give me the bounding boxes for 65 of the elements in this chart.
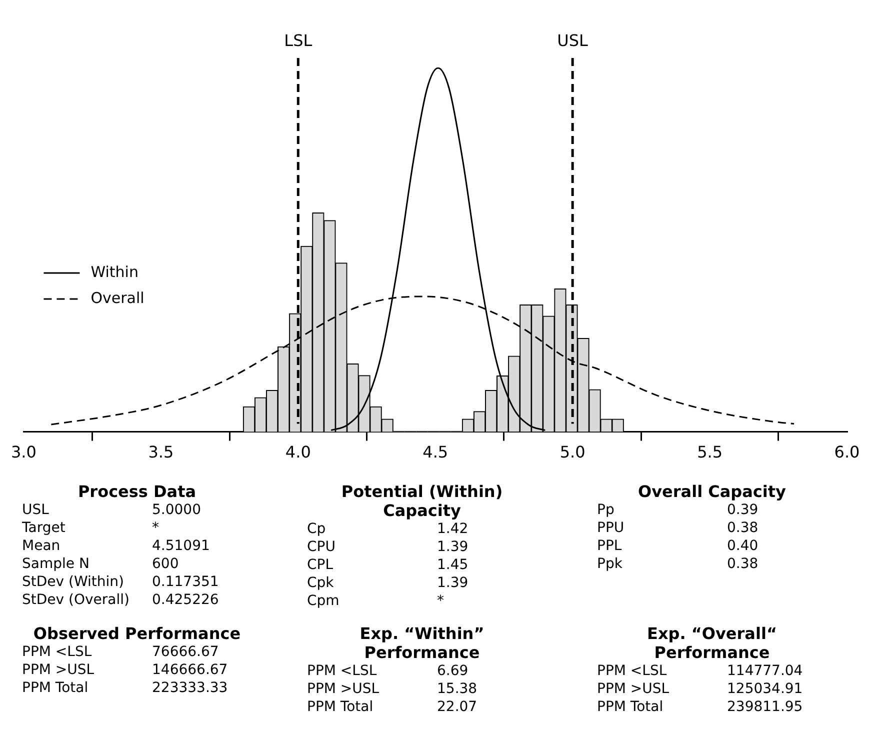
text: Ppk (597, 555, 624, 573)
x-tick-label: 6.0 (834, 442, 860, 462)
text: 114777.04 (727, 662, 804, 680)
text: 239811.95 (727, 698, 804, 716)
text: PPM <LSL (307, 662, 378, 680)
ref-line-label: LSL (284, 31, 312, 50)
text: PPM Total (22, 679, 90, 697)
text: 1.42 (437, 520, 470, 538)
text: Target (22, 519, 66, 537)
ref-line-label: USL (557, 31, 588, 50)
text: Mean (22, 537, 62, 555)
text: 0.38 (727, 519, 760, 537)
text: Exp. “Within” Performance (358, 624, 486, 662)
x-tick-label: 5.0 (560, 442, 586, 462)
text: * (437, 592, 445, 610)
text: StDev (Within) (22, 573, 125, 591)
text: Sample N (22, 555, 90, 573)
text: StDev (Overall) (22, 591, 130, 609)
text: 0.39 (727, 501, 760, 519)
text: Pp (597, 501, 616, 519)
text: PPM >USL (597, 680, 670, 698)
text: 4.51091 (152, 537, 211, 555)
text: Cpk (307, 574, 335, 592)
text: 0.117351 (152, 573, 220, 591)
x-tick-label: 4.0 (285, 442, 311, 462)
text: PPM <LSL (597, 662, 668, 680)
text: 1.39 (437, 538, 470, 556)
text: Cp (307, 520, 327, 538)
text: 0.38 (727, 555, 760, 573)
text: Overall Capacity (637, 482, 787, 501)
text: 223333.33 (152, 679, 229, 697)
text: 600 (152, 555, 180, 573)
text: 0.425226 (152, 591, 220, 609)
text: 0.40 (727, 537, 760, 555)
text: 146666.67 (152, 661, 229, 679)
text: 5.0000 (152, 501, 202, 519)
text: 6.69 (437, 662, 470, 680)
text: PPM Total (597, 698, 664, 716)
text: CPU (307, 538, 336, 556)
text: PPM Total (307, 698, 374, 716)
text: PPM <LSL (22, 643, 93, 661)
text: 22.07 (437, 698, 478, 716)
text: Exp. “Overall“ Performance (646, 624, 778, 662)
text: 1.39 (437, 574, 470, 592)
text: Process Data (76, 482, 198, 501)
text: PPM >USL (22, 661, 96, 679)
x-tick-label: 5.5 (697, 442, 723, 462)
text: PPL (597, 537, 623, 555)
text: PPU (597, 519, 626, 537)
text: PPM >USL (307, 680, 380, 698)
x-tick-label: 3.5 (148, 442, 174, 462)
text: 1.45 (437, 556, 470, 574)
text: USL (22, 501, 50, 519)
text: Potential (Within) Capacity (340, 482, 504, 520)
text: 125034.91 (727, 680, 804, 698)
text: CPL (307, 556, 334, 574)
legend-label: Overall (90, 288, 144, 307)
x-tick-label: 3.0 (10, 442, 36, 462)
x-tick-label: 4.5 (422, 442, 448, 462)
text: Cpm (307, 592, 340, 610)
text: 76666.67 (152, 643, 220, 661)
legend-label: Within (90, 262, 138, 281)
text: Observed Performance (32, 624, 242, 643)
text: * (152, 519, 160, 537)
text: 15.38 (437, 680, 478, 698)
